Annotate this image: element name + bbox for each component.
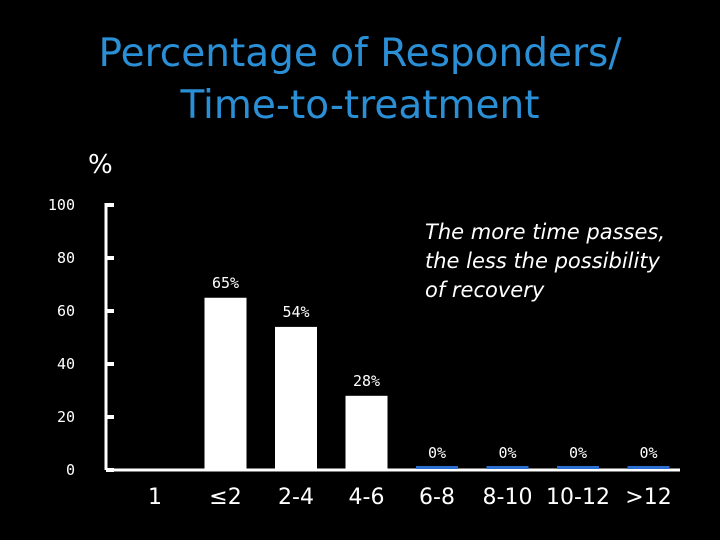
- data-label: 65%: [212, 274, 239, 292]
- x-tick-label: 2-4: [278, 485, 314, 510]
- bar: [275, 326, 317, 470]
- data-label: 0%: [498, 444, 516, 462]
- y-axis-unit-label: %: [88, 150, 113, 180]
- title-line-1: Percentage of Responders/: [98, 31, 622, 76]
- annotation-line-1: The more time passes,: [425, 220, 666, 244]
- annotation-line-3: of recovery: [425, 278, 545, 302]
- x-tick-label: 6-8: [419, 485, 455, 510]
- x-tick-label: >12: [625, 485, 671, 510]
- chart-annotation: The more time passes, the less the possi…: [425, 218, 695, 305]
- y-tick-label: 0: [66, 461, 75, 479]
- data-label: 28%: [353, 372, 380, 390]
- data-label: 54%: [282, 303, 309, 321]
- bar: [416, 466, 458, 469]
- x-tick-label: ≤2: [209, 485, 241, 510]
- bar: [486, 466, 529, 469]
- y-tick-label: 20: [57, 408, 75, 426]
- x-tick-label: 8-10: [483, 485, 533, 510]
- y-tick-label: 60: [57, 302, 75, 320]
- data-label: 0%: [569, 444, 587, 462]
- bar: [204, 297, 247, 470]
- data-label: 0%: [639, 444, 657, 462]
- bar: [627, 466, 670, 469]
- y-tick-label: 100: [48, 196, 75, 214]
- y-tick-label: 40: [57, 355, 75, 373]
- title-line-2: Time-to-treatment: [180, 83, 540, 128]
- data-label: 0%: [428, 444, 446, 462]
- x-tick-label: 1: [148, 485, 162, 510]
- x-tick-label: 10-12: [546, 485, 610, 510]
- bar: [557, 466, 599, 469]
- bar: [345, 395, 388, 470]
- y-tick-label: 80: [57, 249, 75, 267]
- chart-title: Percentage of Responders/ Time-to-treatm…: [0, 28, 720, 132]
- x-tick-label: 4-6: [349, 485, 385, 510]
- annotation-line-2: the less the possibility: [425, 249, 660, 273]
